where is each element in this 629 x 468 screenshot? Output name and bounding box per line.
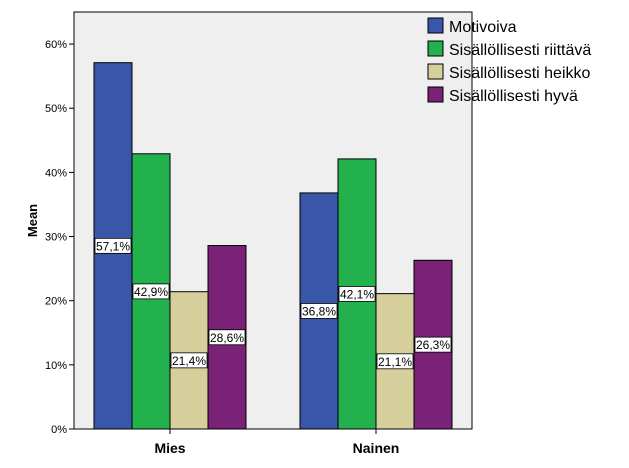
- x-tick-label: Nainen: [353, 440, 400, 456]
- legend-label: Motivoiva: [449, 19, 517, 36]
- data-label-box: [414, 336, 452, 353]
- legend-swatch: [427, 86, 444, 103]
- legend-swatch: [427, 17, 444, 34]
- data-label: 42,1%: [340, 287, 374, 301]
- data-label: 21,1%: [378, 355, 412, 369]
- data-label: 36,8%: [302, 304, 336, 318]
- data-label-box: [170, 352, 208, 369]
- legend-swatch: [427, 40, 444, 57]
- y-tick-label: 20%: [45, 296, 67, 308]
- data-label-box: [208, 329, 246, 346]
- data-label-box: [300, 303, 338, 319]
- y-tick-label: 40%: [45, 167, 67, 179]
- data-label: 28,6%: [210, 331, 244, 345]
- y-tick-label: 30%: [45, 232, 67, 244]
- data-label: 26,3%: [416, 338, 450, 352]
- legend-swatch: [427, 63, 444, 80]
- y-tick-label: 0%: [51, 424, 67, 436]
- legend-label: Sisällöllisesti riittävä: [449, 42, 591, 59]
- x-tick-label: Mies: [154, 440, 185, 456]
- data-label: 21,4%: [172, 354, 206, 368]
- data-label-box: [338, 286, 376, 302]
- data-label: 57,1%: [96, 239, 130, 253]
- data-label: 42,9%: [134, 285, 168, 299]
- data-label-box: [376, 353, 414, 370]
- y-tick-label: 50%: [45, 103, 67, 115]
- y-tick-label: 60%: [45, 39, 67, 51]
- legend-label: Sisällöllisesti hyvä: [449, 88, 578, 105]
- y-tick-label: 10%: [45, 360, 67, 372]
- data-label-box: [132, 283, 170, 300]
- legend-label: Sisällöllisesti heikko: [449, 65, 590, 82]
- y-axis-title: Mean: [25, 204, 40, 237]
- data-label-box: [94, 237, 132, 254]
